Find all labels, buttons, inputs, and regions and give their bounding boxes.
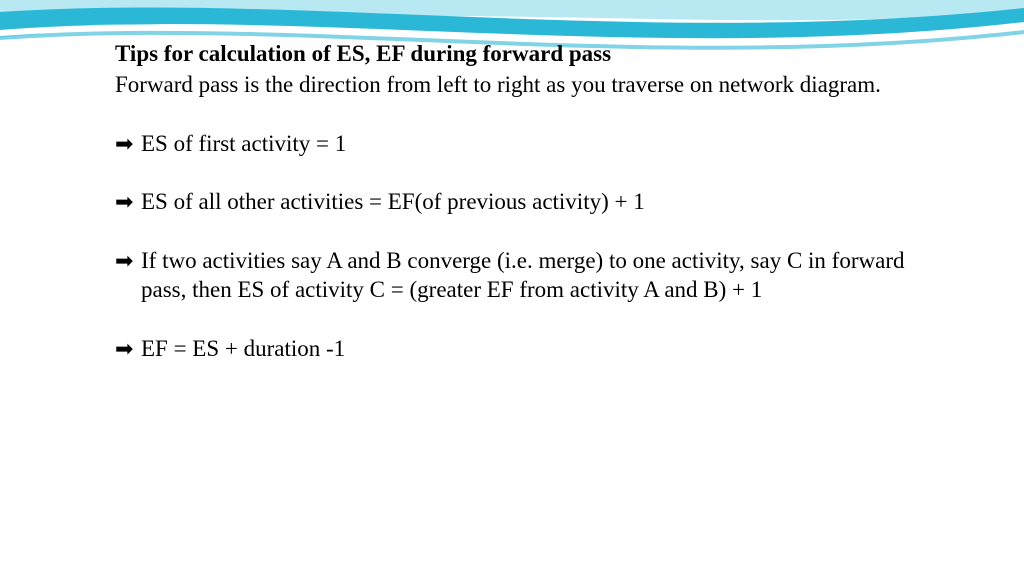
bullet-text: EF = ES + duration -1 — [141, 335, 915, 364]
bullet-item: ➡ ES of first activity = 1 — [115, 130, 915, 159]
bullet-item: ➡ ES of all other activities = EF(of pre… — [115, 188, 915, 217]
slide-subtitle: Forward pass is the direction from left … — [115, 71, 915, 100]
bullet-text: ES of all other activities = EF(of previ… — [141, 188, 915, 217]
arrow-icon: ➡ — [115, 130, 141, 158]
arrow-icon: ➡ — [115, 247, 141, 275]
arrow-icon: ➡ — [115, 335, 141, 363]
bullet-item: ➡ EF = ES + duration -1 — [115, 335, 915, 364]
bullet-item: ➡ If two activities say A and B converge… — [115, 247, 915, 305]
bullet-text: If two activities say A and B converge (… — [141, 247, 915, 305]
arrow-icon: ➡ — [115, 188, 141, 216]
slide-title: Tips for calculation of ES, EF during fo… — [115, 40, 915, 69]
slide-content: Tips for calculation of ES, EF during fo… — [115, 40, 915, 393]
bullet-text: ES of first activity = 1 — [141, 130, 915, 159]
